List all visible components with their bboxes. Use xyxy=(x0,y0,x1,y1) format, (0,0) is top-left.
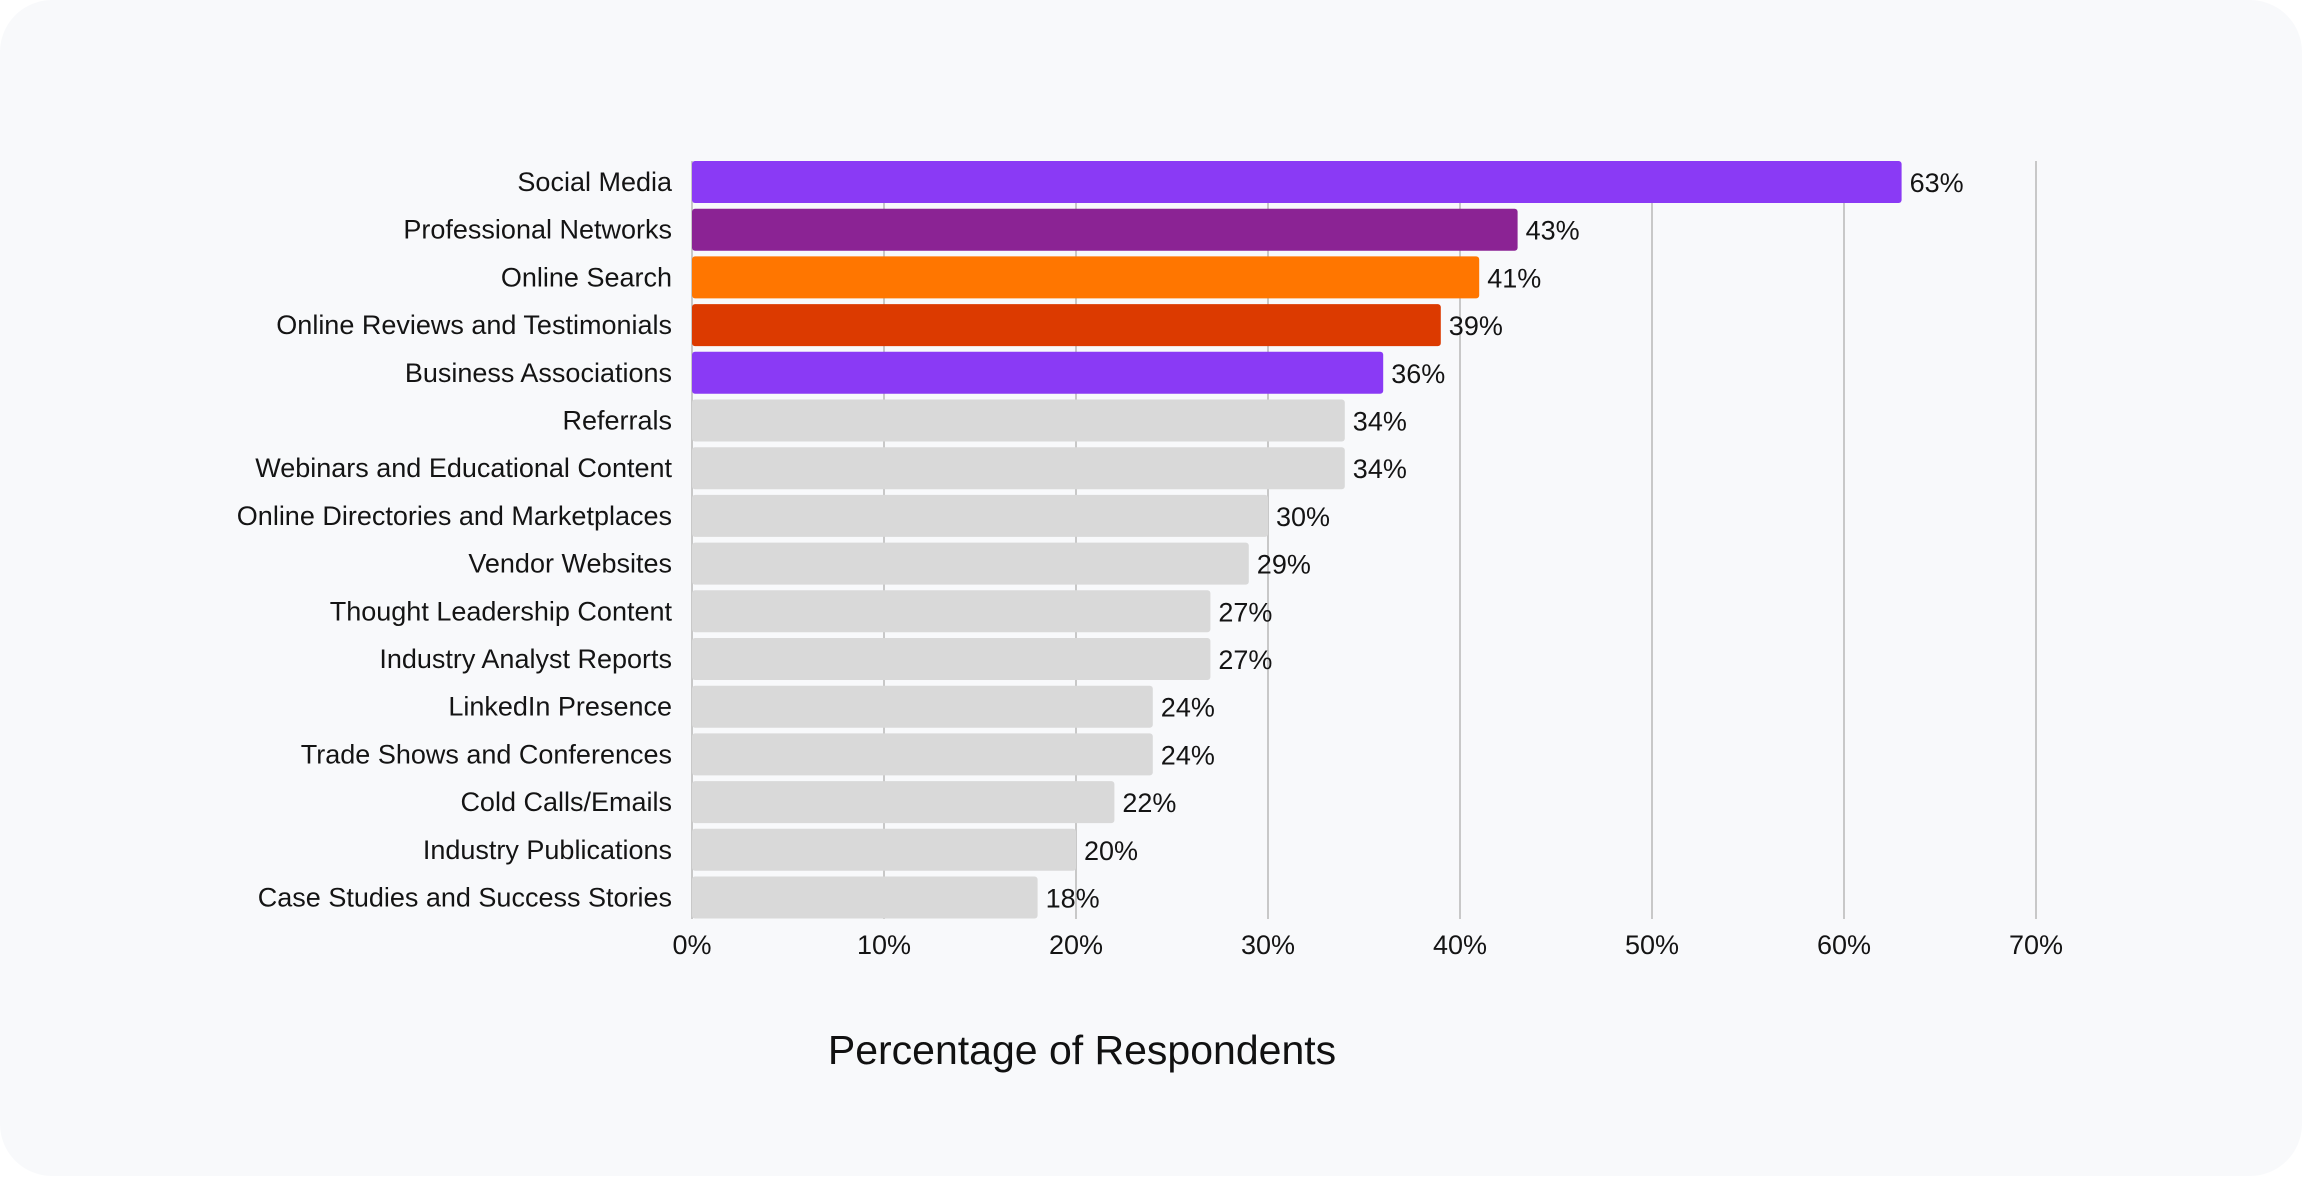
bar xyxy=(692,256,1480,299)
category-labels: Social Media Professional Networks Online … xyxy=(237,167,673,913)
bar xyxy=(692,447,1345,490)
value-label: 20% xyxy=(1084,836,1138,866)
category-label: Online Reviews and Testimonials xyxy=(276,310,672,340)
value-label: 34% xyxy=(1353,407,1407,437)
category-label: Industry Analyst Reports xyxy=(379,644,672,674)
category-label: Business Associations xyxy=(405,358,672,388)
x-axis-ticks: 0% 10% 20% 30% 40% 50% 60% 70% xyxy=(672,930,2063,960)
value-label: 43% xyxy=(1526,216,1580,246)
bar xyxy=(692,208,1518,251)
category-label: Cold Calls/Emails xyxy=(460,787,672,817)
bar xyxy=(692,685,1153,728)
x-tick-label: 30% xyxy=(1241,930,1295,960)
category-label: Vendor Websites xyxy=(468,549,672,579)
x-tick-label: 60% xyxy=(1817,930,1871,960)
category-label: Trade Shows and Conferences xyxy=(301,739,672,769)
value-label: 24% xyxy=(1161,693,1215,723)
value-labels: 63%43%41%39%36%34%34%30%29%27%27%24%24%2… xyxy=(1046,168,1964,914)
value-label: 34% xyxy=(1353,454,1407,484)
bar xyxy=(692,828,1076,871)
bar xyxy=(692,876,1038,919)
category-label: Case Studies and Success Stories xyxy=(258,883,672,913)
bar xyxy=(692,733,1153,776)
bar xyxy=(692,781,1115,824)
bar xyxy=(692,590,1211,633)
value-label: 27% xyxy=(1218,645,1272,675)
bar xyxy=(692,161,1902,203)
x-tick-label: 0% xyxy=(672,930,711,960)
bar xyxy=(692,494,1268,537)
x-tick-label: 70% xyxy=(2009,930,2063,960)
value-label: 30% xyxy=(1276,502,1330,532)
x-tick-label: 50% xyxy=(1625,930,1679,960)
bar xyxy=(692,542,1249,585)
value-label: 36% xyxy=(1391,359,1445,389)
bars xyxy=(692,161,1902,919)
bar xyxy=(692,638,1211,680)
value-label: 22% xyxy=(1122,788,1176,818)
category-label: Online Search xyxy=(501,262,672,292)
bar xyxy=(692,399,1345,442)
x-tick-label: 20% xyxy=(1049,930,1103,960)
category-label: Webinars and Educational Content xyxy=(255,453,672,483)
category-label: Online Directories and Marketplaces xyxy=(237,501,672,531)
value-label: 18% xyxy=(1046,884,1100,914)
bar xyxy=(692,304,1441,347)
value-label: 24% xyxy=(1161,740,1215,770)
category-label: Industry Publications xyxy=(423,835,672,865)
value-label: 29% xyxy=(1257,550,1311,580)
category-label: Referrals xyxy=(562,406,672,436)
x-tick-label: 40% xyxy=(1433,930,1487,960)
bar xyxy=(692,351,1384,394)
value-label: 41% xyxy=(1487,263,1541,293)
value-label: 63% xyxy=(1910,168,1964,198)
category-label: Social Media xyxy=(517,167,673,197)
value-label: 39% xyxy=(1449,311,1503,341)
value-label: 27% xyxy=(1218,597,1272,627)
category-label: Professional Networks xyxy=(403,215,672,245)
category-label: LinkedIn Presence xyxy=(448,692,672,722)
category-label: Thought Leadership Content xyxy=(330,596,673,626)
x-tick-label: 10% xyxy=(857,930,911,960)
x-axis-title: Percentage of Respondents xyxy=(828,1027,1336,1073)
